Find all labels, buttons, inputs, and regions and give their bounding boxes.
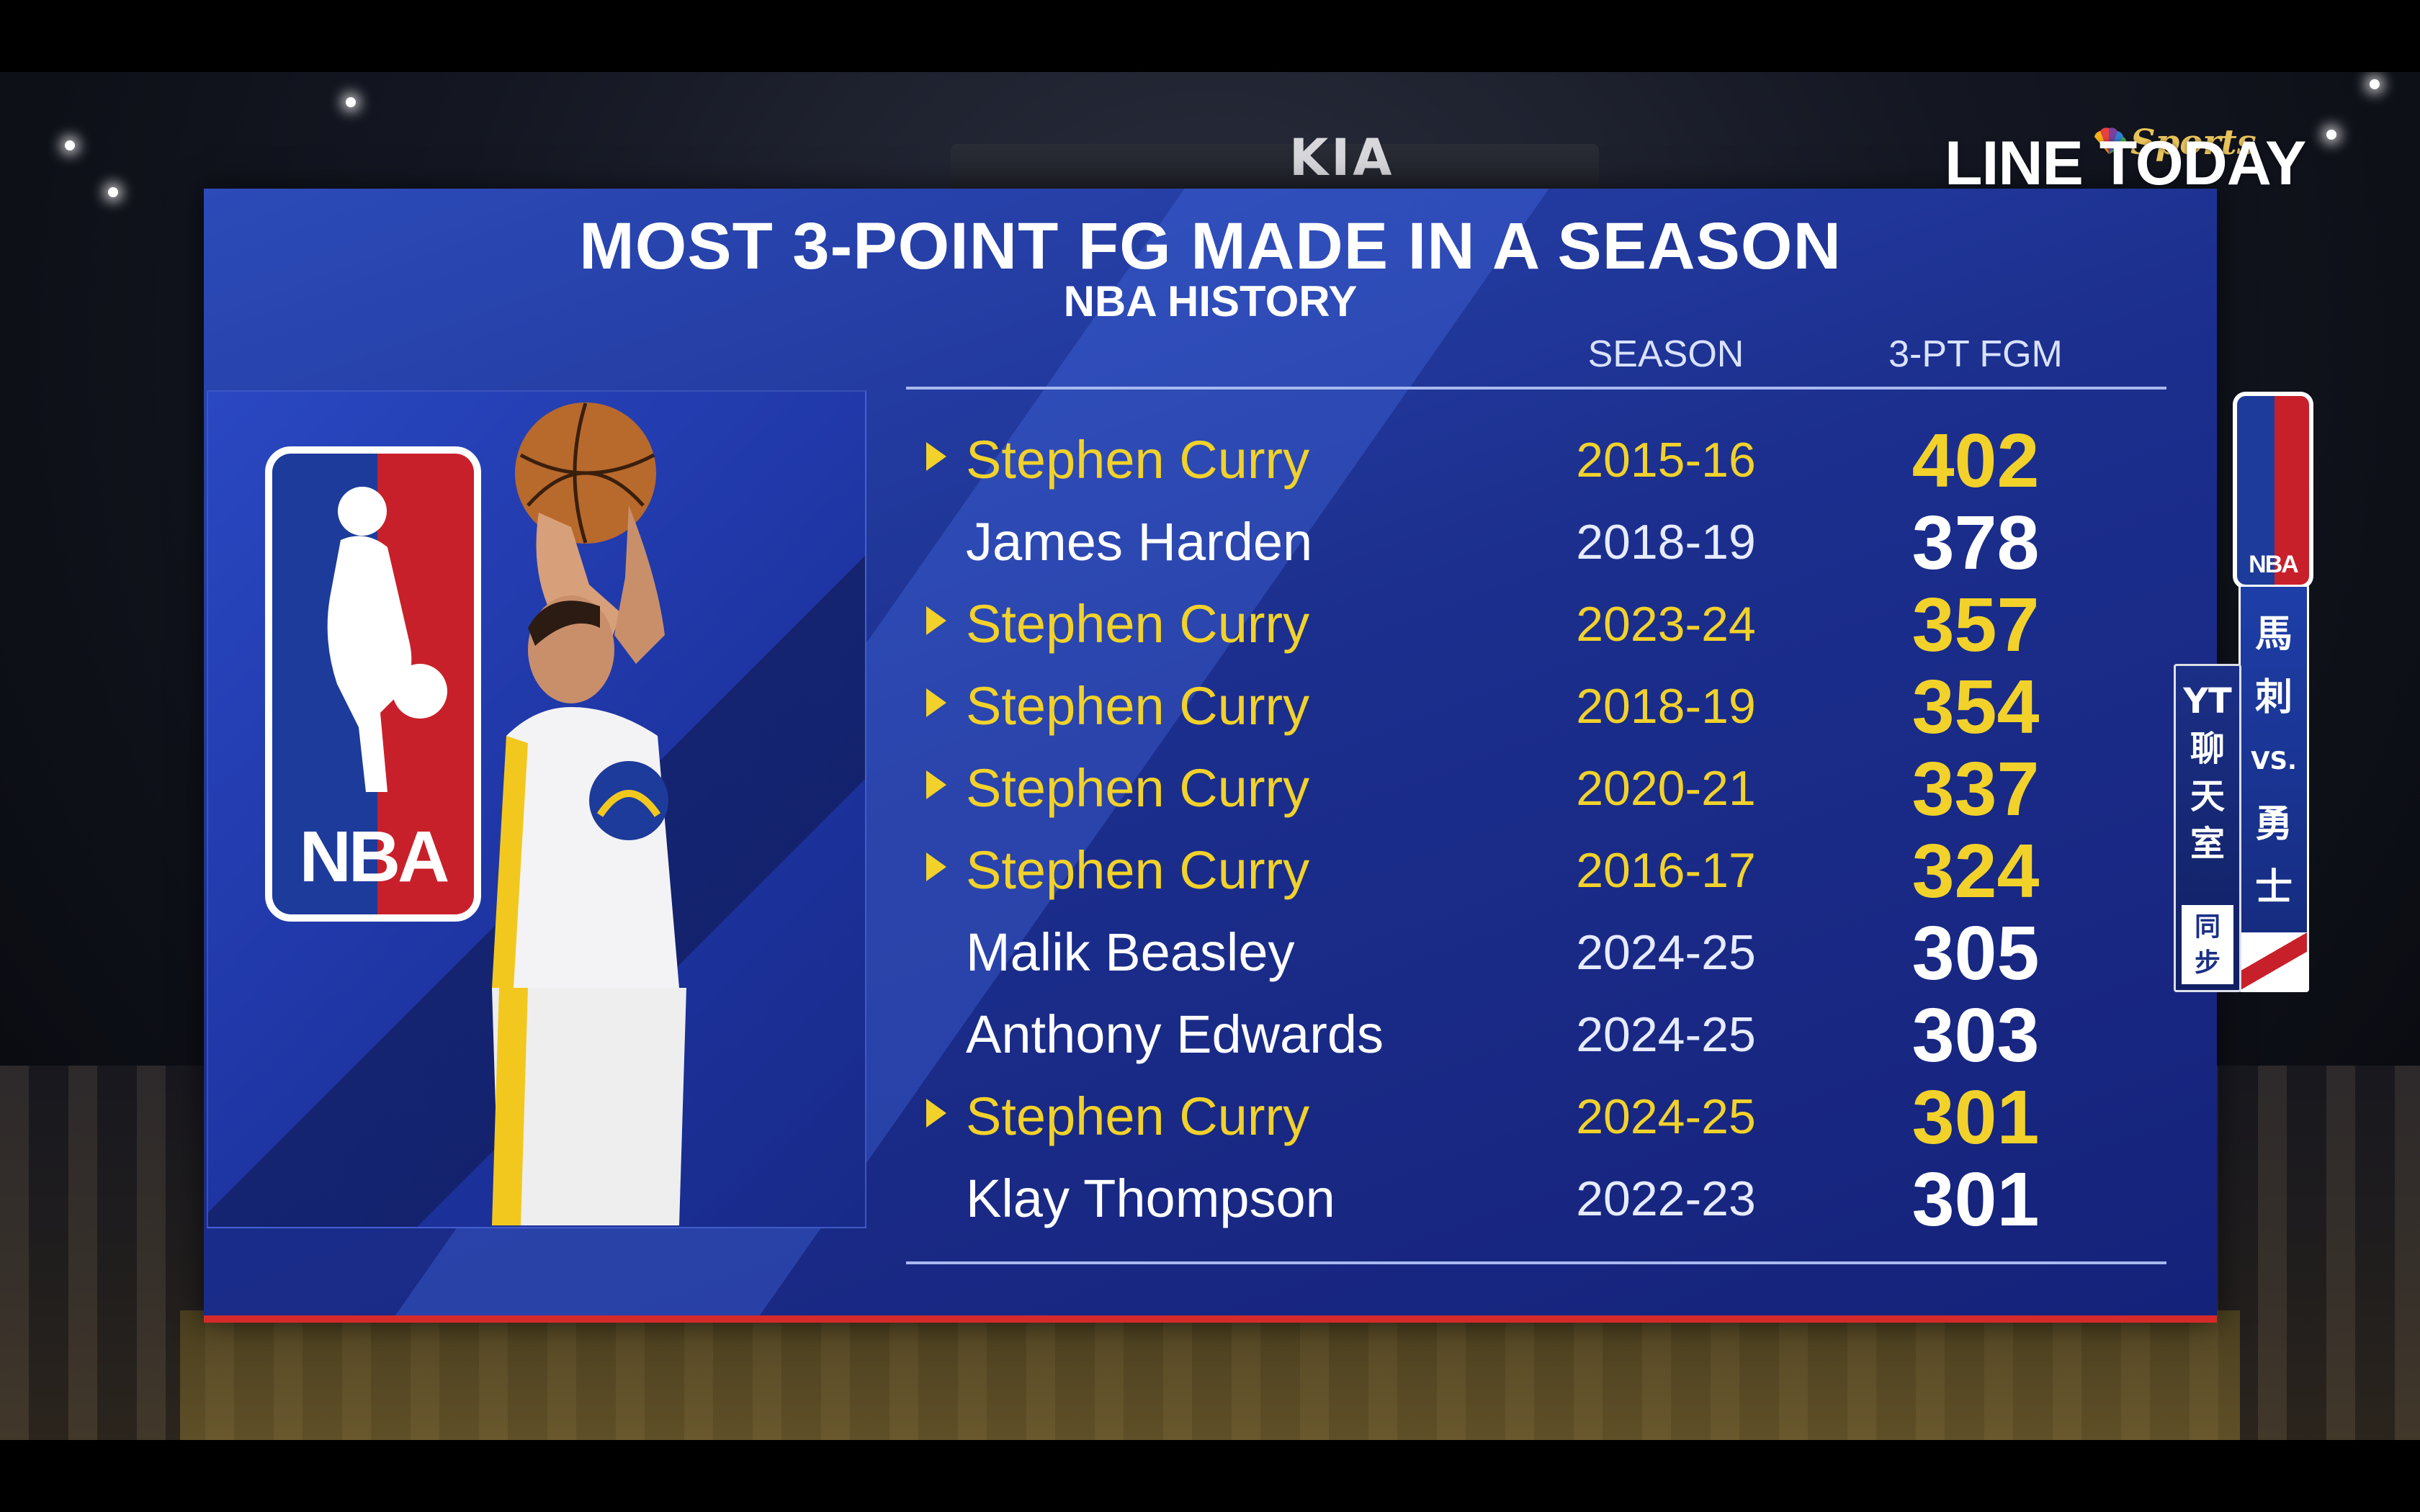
table-row: Stephen Curry 2016-17 324	[906, 828, 2166, 914]
arena-light	[108, 187, 118, 197]
column-header-season: SEASON	[1587, 333, 1744, 375]
column-header-3pt-fgm: 3-PT FGM	[1888, 333, 2063, 375]
three-pt-fgm-value: 337	[1912, 747, 2040, 832]
season-value: 2016-17	[1576, 843, 1756, 898]
three-pt-fgm-value: 303	[1912, 993, 2040, 1078]
player-name: Klay Thompson	[966, 1169, 1335, 1228]
highlight-arrow-icon	[926, 852, 946, 881]
stats-graphic: MOST 3-POINT FG MADE IN A SEASON NBA HIS…	[204, 189, 2217, 1323]
nba-logo: NBA	[265, 446, 481, 922]
highlight-arrow-icon	[926, 1099, 946, 1128]
player-name: Stephen Curry	[966, 430, 1310, 490]
table-row: Stephen Curry 2024-25 301	[906, 1074, 2166, 1160]
side-nba-logo: NBA	[2233, 392, 2313, 589]
player-name: Stephen Curry	[966, 676, 1310, 736]
yt-chatroom-banner: YT 聊 天 室 同 步	[2174, 664, 2241, 992]
season-value: 2023-24	[1576, 597, 1756, 652]
side-logo-text: NBA	[2249, 551, 2299, 578]
player-name: Stephen Curry	[966, 594, 1310, 654]
season-value: 2024-25	[1576, 1007, 1756, 1062]
player-image	[492, 402, 686, 1225]
season-value: 2024-25	[1576, 1089, 1756, 1144]
arena-light	[2370, 79, 2380, 89]
arena-light	[2326, 130, 2336, 140]
three-pt-fgm-value: 301	[1912, 1157, 2040, 1242]
watermark-brand: LINE TODAY	[1945, 129, 2306, 198]
table-row: Malik Beasley 2024-25 305	[906, 910, 2166, 996]
sync-badge: 同 步	[2182, 905, 2233, 984]
three-pt-fgm-value: 378	[1912, 500, 2040, 585]
matchup-banner: 馬 刺 VS. 勇 士	[2238, 585, 2309, 992]
graphic-subtitle: NBA HISTORY	[1063, 277, 1358, 325]
nba-logo-text: NBA	[299, 816, 450, 897]
graphic-title: MOST 3-POINT FG MADE IN A SEASON	[579, 210, 1842, 283]
arena-sign: KIA	[1289, 128, 1395, 187]
season-value: 2015-16	[1576, 433, 1756, 487]
player-name: James Harden	[966, 512, 1313, 572]
footer-divider	[906, 1261, 2166, 1264]
season-value: 2022-23	[1576, 1171, 1756, 1226]
table-row: Anthony Edwards 2024-25 303	[906, 992, 2166, 1078]
table-row: Stephen Curry 2018-19 354	[906, 664, 2166, 750]
arena-light	[65, 140, 75, 150]
player-name: Stephen Curry	[966, 1086, 1310, 1146]
highlight-arrow-icon	[926, 442, 946, 471]
player-name: Anthony Edwards	[966, 1004, 1384, 1064]
leaderboard-table: SEASON 3-PT FGM Stephen Curry 2015-16 402 J…	[906, 189, 2166, 1315]
table-row: Stephen Curry 2015-16 402	[906, 418, 2166, 503]
court-floor	[180, 1310, 2240, 1440]
peacock-icon	[2094, 127, 2127, 154]
highlight-arrow-icon	[926, 770, 946, 799]
table-row: Stephen Curry 2020-21 337	[906, 746, 2166, 832]
table-row: Stephen Curry 2023-24 357	[906, 582, 2166, 667]
yt-chatroom-text: YT 聊 天 室	[2183, 681, 2232, 864]
season-value: 2024-25	[1576, 925, 1756, 980]
three-pt-fgm-value: 354	[1912, 665, 2040, 750]
matchup-text: 馬 刺 VS. 勇 士	[2251, 613, 2297, 909]
three-pt-fgm-value: 357	[1912, 582, 2040, 667]
season-value: 2018-19	[1576, 515, 1756, 570]
player-name: Stephen Curry	[966, 840, 1310, 900]
season-value: 2018-19	[1576, 679, 1756, 734]
network-logo: Sports	[2130, 122, 2257, 163]
player-name: Malik Beasley	[966, 922, 1295, 982]
table-row: James Harden 2018-19 378	[906, 500, 2166, 585]
player-name: Stephen Curry	[966, 758, 1310, 818]
season-value: 2020-21	[1576, 761, 1756, 816]
highlight-arrow-icon	[926, 606, 946, 635]
three-pt-fgm-value: 305	[1912, 911, 2040, 996]
three-pt-fgm-value: 301	[1912, 1075, 2040, 1160]
table-row: Klay Thompson 2022-23 301	[906, 1156, 2166, 1242]
three-pt-fgm-value: 402	[1912, 418, 2040, 503]
header-divider	[906, 387, 2166, 390]
arena-light	[346, 97, 356, 107]
three-pt-fgm-value: 324	[1912, 829, 2040, 914]
highlight-arrow-icon	[926, 688, 946, 717]
logo-silhouette-icon	[327, 487, 447, 792]
